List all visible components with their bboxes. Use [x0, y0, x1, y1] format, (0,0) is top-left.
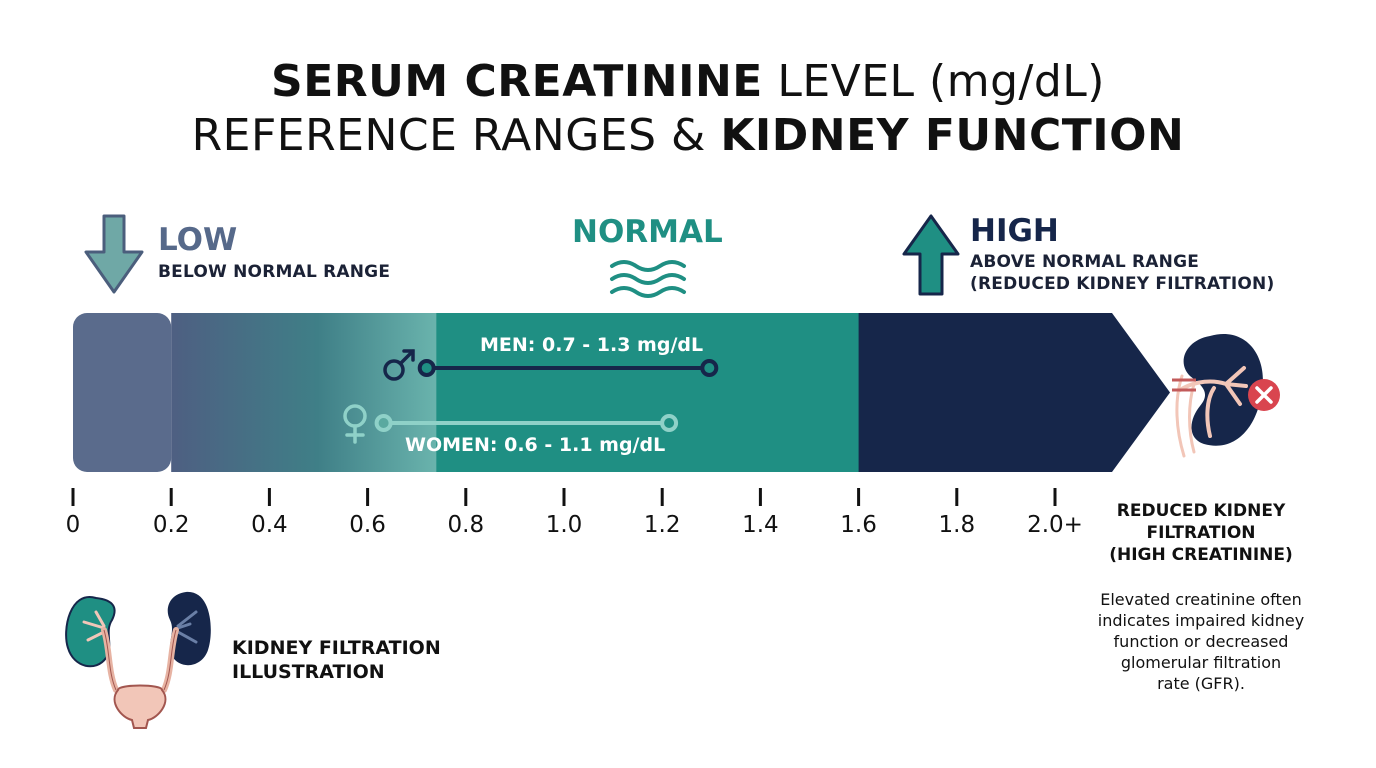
title-bold-part: SERUM CREATININE [271, 56, 763, 107]
male-symbol-icon [383, 349, 415, 381]
low-range-segment [171, 313, 438, 472]
description-line-5: rate (GFR). [1157, 674, 1245, 693]
kidney-illustration-label: KIDNEY FILTRATION ILLUSTRATION [232, 636, 441, 684]
description-line-2: indicates impaired kidney [1097, 611, 1305, 630]
high-range-segment [858, 313, 1170, 472]
women-range-end-dot [660, 414, 679, 432]
reduced-filtration-title: REDUCED KIDNEY FILTRATION (HIGH CREATINI… [1098, 500, 1304, 566]
tick-label-4: 0.8 [447, 512, 485, 538]
tick-label-7: 1.4 [742, 512, 779, 538]
tick-label-8: 1.6 [840, 512, 877, 538]
title-rest-part-2: REFERENCE RANGES & [191, 110, 721, 161]
page-title-line-2: REFERENCE RANGES & KIDNEY FUNCTION [0, 110, 1376, 162]
female-symbol-icon [343, 404, 367, 444]
description-line-1: Elevated creatinine often [1100, 590, 1302, 609]
men-range-end-dot [700, 359, 719, 377]
women-range-label: WOMEN: 0.6 - 1.1 mg/dL [405, 434, 666, 456]
low-zone-label: LOW [158, 222, 238, 258]
normal-zone-label: NORMAL [572, 214, 723, 250]
title-bold-part-2: KIDNEY FUNCTION [720, 110, 1185, 161]
waves-icon [610, 260, 686, 298]
error-x-icon [1248, 379, 1280, 411]
title-rest-part: LEVEL (mg/dL) [762, 56, 1105, 107]
tick-label-0: 0 [65, 512, 81, 538]
scale-ticks [71, 488, 1057, 506]
kidney-illustration-label-line-2: ILLUSTRATION [232, 661, 385, 683]
page-title-line-1: SERUM CREATININE LEVEL (mg/dL) [0, 56, 1376, 108]
reduced-filtration-title-line-3: (HIGH CREATININE) [1109, 545, 1293, 565]
high-zone-description-line-1: ABOVE NORMAL RANGE [970, 252, 1200, 272]
tick-label-9: 1.8 [938, 512, 976, 538]
reduced-filtration-title-line-1: REDUCED KIDNEY [1116, 501, 1286, 521]
description-line-4: glomerular filtration [1120, 653, 1282, 672]
men-range-start-dot [417, 359, 436, 377]
kidney-illustration-label-line-1: KIDNEY FILTRATION [232, 637, 441, 659]
arrow-up-icon [902, 214, 960, 296]
damaged-kidney-icon [1172, 334, 1280, 458]
tick-label-5: 1.0 [545, 512, 583, 538]
high-zone-label: HIGH [970, 213, 1059, 249]
urinary-system-icon [65, 591, 211, 729]
reduced-filtration-description: Elevated creatinine often indicates impa… [1090, 589, 1312, 694]
tick-label-1: 0.2 [152, 512, 190, 538]
high-zone-description-line-2: (REDUCED KIDNEY FILTRATION) [970, 274, 1275, 294]
tick-label-10: 2.0+ [1027, 512, 1083, 538]
women-range-start-dot [374, 414, 393, 432]
men-range-label: MEN: 0.7 - 1.3 mg/dL [480, 334, 704, 356]
tick-label-3: 0.6 [349, 512, 386, 538]
tick-label-6: 1.2 [643, 512, 681, 538]
reduced-filtration-title-line-2: FILTRATION [1146, 523, 1256, 543]
tick-label-2: 0.4 [251, 512, 288, 538]
description-line-3: function or decreased [1113, 632, 1289, 651]
low-range-solid-segment [73, 313, 172, 472]
arrow-down-icon [84, 214, 144, 294]
low-zone-description: BELOW NORMAL RANGE [158, 262, 391, 282]
